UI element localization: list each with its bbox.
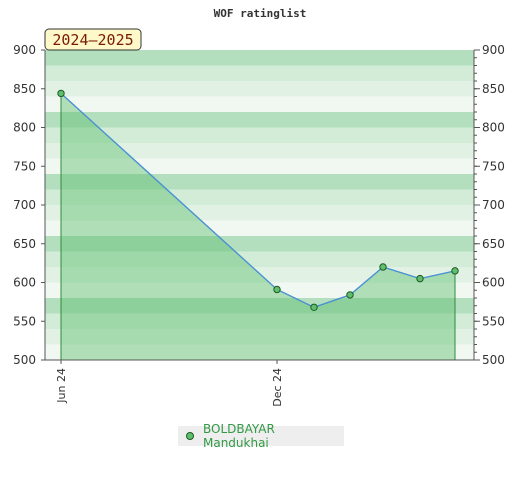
x-tick-label: Jun 24	[55, 368, 68, 404]
data-point	[346, 291, 354, 299]
legend-series-name: BOLDBAYAR Mandukhai	[202, 422, 275, 450]
y-tick-label-left: 650	[13, 237, 36, 251]
background-band	[45, 158, 474, 175]
background-band	[45, 81, 474, 97]
y-tick-label-left: 500	[13, 353, 36, 367]
background-band	[45, 50, 474, 66]
y-tick-label-right: 800	[482, 121, 505, 135]
background-band	[45, 65, 474, 82]
data-point	[416, 274, 424, 283]
y-tick-label-right: 600	[482, 276, 505, 290]
data-point	[273, 285, 281, 294]
y-tick-label-right: 500	[482, 353, 505, 367]
season-badge: 2024–2025	[44, 28, 142, 51]
background-band	[45, 189, 474, 206]
season-badge-box	[44, 28, 142, 51]
background-band	[45, 298, 474, 314]
y-tick-label-left: 800	[13, 121, 36, 135]
background-band	[45, 127, 474, 144]
background-band	[45, 174, 474, 190]
chart-legend: BOLDBAYAR Mandukhai	[178, 422, 344, 450]
y-tick-label-left: 550	[13, 314, 36, 328]
data-point	[451, 267, 459, 275]
background-band	[45, 344, 474, 361]
background-band	[45, 251, 474, 268]
y-tick-label-right: 550	[482, 314, 505, 328]
y-tick-label-right: 700	[482, 198, 505, 212]
data-points	[57, 89, 459, 311]
y-tick-label-left: 700	[13, 198, 36, 212]
y-tick-label-right: 900	[482, 43, 505, 57]
background-band	[45, 96, 474, 113]
background-band	[45, 329, 474, 345]
y-tick-label-right: 650	[482, 237, 505, 251]
background-band	[45, 267, 474, 283]
y-tick-label-left: 850	[13, 82, 36, 96]
data-point	[57, 89, 65, 98]
chart-title: WOF ratinglist	[214, 7, 307, 20]
y-tick-label-right: 750	[482, 159, 505, 173]
background-band	[45, 143, 474, 159]
background-band	[45, 236, 474, 252]
background-band	[45, 282, 474, 299]
background-band	[45, 205, 474, 221]
season-label: 2024–2025	[52, 31, 133, 49]
axes: 500 500 550 550 600 600 650 650 700 700 750 750 800 8…	[13, 43, 505, 407]
background-band	[45, 220, 474, 237]
x-tick-label: Dec 24	[271, 368, 284, 407]
y-tick-label-right: 850	[482, 82, 505, 96]
background-band	[45, 112, 474, 128]
data-point	[379, 263, 387, 271]
data-point	[310, 303, 318, 311]
y-tick-label-left: 600	[13, 276, 36, 290]
background-band	[45, 313, 474, 330]
background-bands	[45, 50, 474, 361]
legend-marker-icon	[186, 432, 194, 440]
y-tick-label-left: 900	[13, 43, 36, 57]
y-tick-label-left: 750	[13, 159, 36, 173]
